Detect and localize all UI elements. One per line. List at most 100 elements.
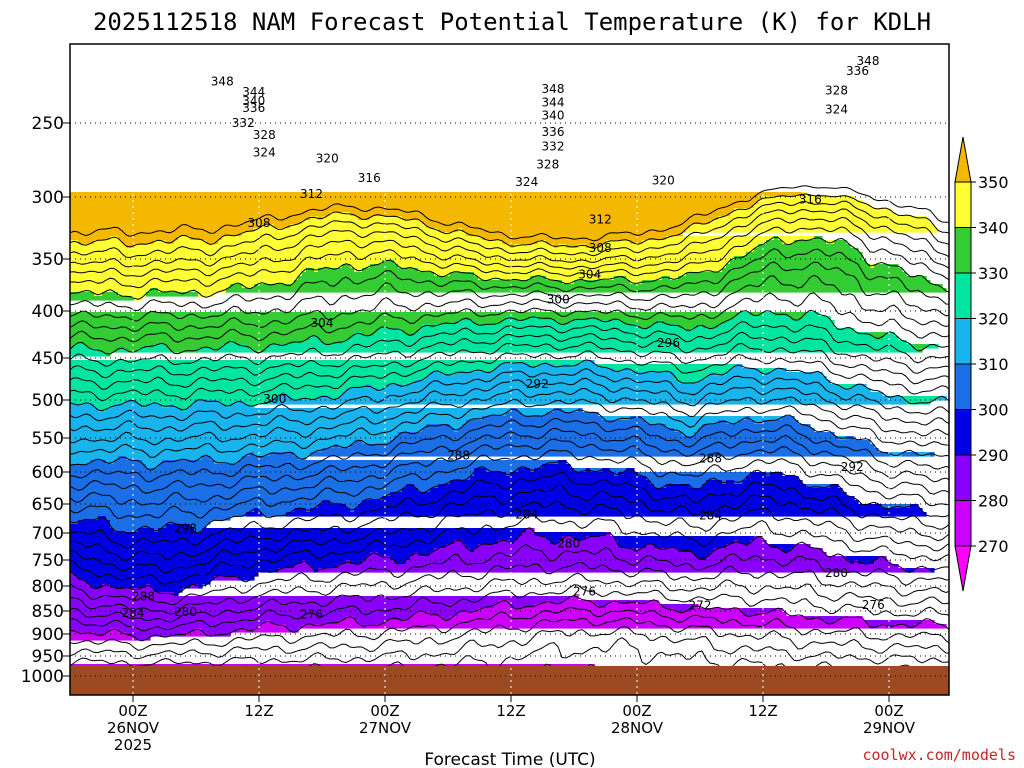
contour-label: 328 (536, 157, 559, 171)
band-cell (354, 332, 363, 337)
contour-line (70, 350, 949, 402)
band-cell (558, 460, 567, 465)
band-cell (262, 224, 275, 229)
contour-line (70, 449, 949, 520)
band-cell (70, 320, 459, 325)
band-cell (230, 404, 251, 409)
band-cell (878, 556, 887, 561)
colorbar-swatch (954, 500, 972, 547)
band-cell (346, 504, 359, 509)
contour-line (70, 398, 949, 458)
band-cell (338, 396, 903, 401)
band-cell (702, 324, 719, 329)
band-cell (70, 608, 479, 613)
band-cell (414, 380, 679, 385)
band-cell (338, 564, 899, 569)
band-cell (430, 612, 459, 617)
band-cell (70, 292, 95, 297)
band-cell (194, 628, 203, 633)
colorbar-upper-arrow (954, 136, 972, 183)
band-cell (70, 228, 255, 233)
band-cell (70, 416, 483, 421)
band-cell (770, 544, 795, 549)
band-cell (298, 456, 307, 461)
band-cell (70, 516, 99, 521)
band-cell (110, 524, 167, 529)
band-cell (254, 508, 259, 513)
band-cell (154, 344, 167, 349)
band-cell (70, 276, 299, 281)
band-cell (826, 620, 835, 625)
contour-label: 332 (542, 140, 565, 154)
band-cell (498, 364, 531, 369)
ground-fill (70, 666, 949, 695)
band-cell (70, 476, 471, 481)
band-cell (622, 368, 631, 373)
band-cell (70, 252, 747, 257)
band-cell (70, 272, 303, 277)
band-cell (258, 624, 287, 629)
x-tick-label: 26NOV (107, 719, 160, 737)
band-cell (726, 372, 763, 377)
band-cell (218, 240, 503, 245)
band-cell (790, 548, 823, 553)
band-cell (394, 560, 407, 565)
contour-label: 280 (557, 536, 580, 550)
band-cell (390, 440, 871, 445)
band-cell (202, 456, 211, 461)
band-cell (158, 528, 195, 533)
band-cell (434, 548, 471, 553)
band-cell (358, 504, 883, 509)
colorbar: 270 280 290 300 310 320 330 340 350 (954, 136, 1009, 592)
band-cell (94, 240, 123, 245)
band-cell (70, 392, 283, 397)
band-cell (538, 316, 591, 321)
chart-title: 2025112518 NAM Forecast Potential Temper… (93, 8, 931, 36)
band-cell (646, 544, 655, 549)
band-cell (698, 556, 707, 561)
band-cell (626, 468, 635, 473)
band-cell (86, 344, 155, 349)
band-cell (450, 480, 651, 485)
band-cell (794, 544, 811, 549)
band-cell (70, 452, 251, 457)
band-cell (166, 524, 191, 529)
band-cell (566, 244, 579, 249)
band-cell (366, 556, 391, 561)
band-cell (70, 260, 383, 265)
band-cell (242, 400, 271, 405)
band-cell (710, 552, 827, 557)
contour-label: 292 (526, 377, 549, 391)
band-cell (70, 284, 231, 289)
band-cell (586, 244, 603, 249)
band-cell (346, 616, 355, 621)
band-cell (154, 240, 167, 245)
band-cell (754, 536, 763, 541)
band-cell (70, 508, 255, 513)
band-cell (742, 480, 803, 485)
band-cell (118, 292, 147, 297)
band-cell (118, 456, 127, 461)
band-cell (622, 320, 659, 325)
y-axis: 250 300 350 400 450 500 550 600 650 700 750 800 850 9… (21, 114, 70, 687)
contour-line (70, 561, 949, 615)
band-cell (874, 560, 891, 565)
band-cell (518, 408, 555, 413)
band-cell (762, 312, 775, 317)
band-cell (910, 504, 919, 509)
band-cell (914, 344, 927, 349)
band-cell (278, 568, 315, 573)
band-cell (438, 484, 655, 489)
band-cell (474, 468, 487, 473)
band-cell (182, 408, 187, 413)
colorbar-label: 270 (978, 537, 1009, 556)
band-cell (246, 512, 263, 517)
band-cell (362, 332, 375, 337)
band-cell (70, 492, 391, 497)
band-cell (70, 460, 91, 465)
band-cell (526, 528, 535, 533)
band-cell (806, 312, 819, 317)
band-cell (474, 272, 687, 277)
band-cell (350, 212, 731, 217)
